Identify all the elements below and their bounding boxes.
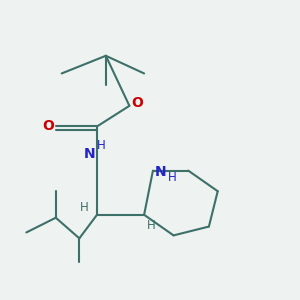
Text: H: H (97, 139, 106, 152)
Text: H: H (80, 201, 89, 214)
Text: H: H (168, 172, 176, 184)
Text: O: O (131, 97, 143, 110)
Text: N: N (84, 147, 95, 161)
Text: N: N (154, 165, 166, 179)
Text: H: H (147, 220, 156, 232)
Text: O: O (43, 119, 54, 134)
